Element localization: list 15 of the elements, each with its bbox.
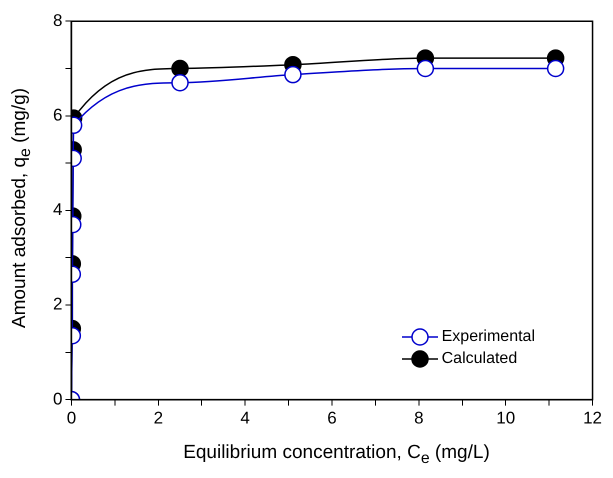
legend-label: Experimental	[442, 328, 535, 346]
y-tick-label: 2	[52, 294, 62, 314]
y-tick-label: 6	[52, 105, 62, 124]
x-axis-title: Equilibrium concentration, C$_{e}$ (mg/L)	[182, 442, 491, 468]
x-tick-label: 8	[414, 408, 424, 428]
legend-label: Calculated	[442, 350, 518, 368]
y-tick-label: 0	[52, 389, 62, 408]
y-tick-label: 4	[52, 200, 62, 220]
x-tick-label: 12	[583, 408, 602, 428]
x-tick-label: 2	[154, 408, 164, 428]
x-tick-label: 0	[66, 408, 76, 428]
x-tick-label: 6	[327, 408, 337, 428]
x-tick-label: 10	[496, 408, 516, 428]
y-tick-label: 8	[52, 10, 62, 30]
x-tick-label: 4	[240, 408, 250, 428]
